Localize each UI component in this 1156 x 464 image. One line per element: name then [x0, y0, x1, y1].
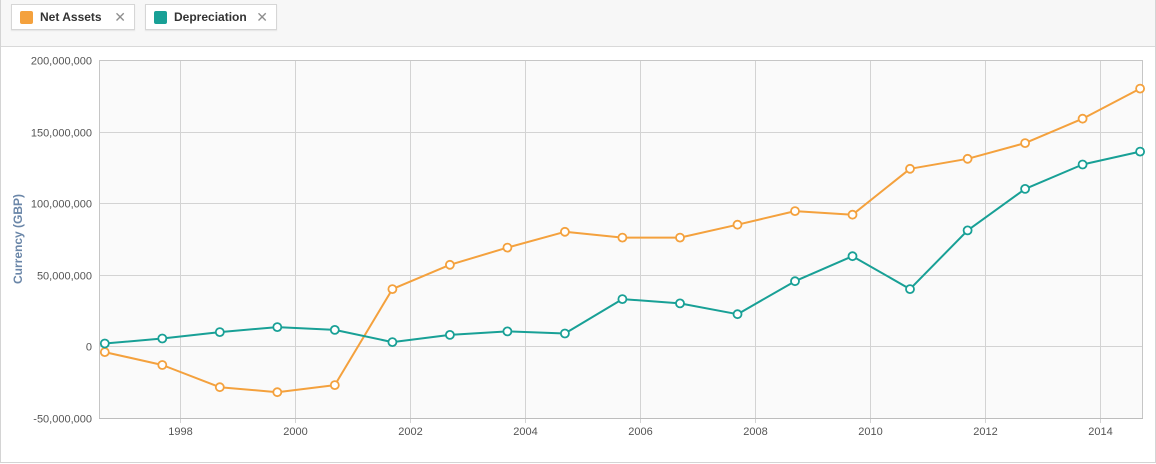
y-tick-label: 0 — [86, 342, 92, 354]
y-tick-label: 50,000,000 — [37, 271, 92, 283]
depreciation-data-point — [214, 327, 225, 338]
x-tick-label: 1998 — [168, 426, 192, 438]
net-assets-data-point — [1077, 113, 1088, 124]
depreciation-data-point — [444, 329, 455, 340]
net-assets-data-point — [962, 153, 973, 164]
depreciation-data-point — [1020, 183, 1030, 194]
net-assets-data-point — [732, 219, 743, 230]
x-tick-label: 2004 — [513, 426, 537, 438]
x-tick-label: 2000 — [283, 426, 307, 438]
x-tick-label: 2008 — [743, 426, 767, 438]
depreciation-data-point — [847, 251, 858, 262]
line-chart: -50,000,000 0 50,000,000 100,000,000 150,000… — [11, 56, 1145, 438]
depreciation-data-point — [1077, 159, 1088, 170]
x-tick-label: 2014 — [1088, 426, 1112, 438]
net-assets-data-point — [617, 232, 628, 243]
legend-chip-net-assets[interactable]: Net Assets ✕ — [11, 4, 135, 30]
close-icon[interactable]: ✕ — [256, 9, 268, 25]
grid — [99, 60, 1143, 423]
net-assets-data-point — [502, 242, 513, 253]
depreciation-data-point — [905, 284, 915, 295]
depreciation-data-point — [157, 333, 168, 344]
x-tick-label: 2002 — [398, 426, 422, 438]
net-assets-data-point — [1020, 138, 1030, 148]
legend-label-net-assets: Net Assets — [40, 10, 102, 24]
net-assets-data-point — [847, 209, 858, 220]
series — [99, 83, 1145, 398]
net-assets-data-point — [387, 284, 398, 295]
net-assets-data-point — [560, 226, 570, 237]
net-assets-data-point — [444, 259, 455, 270]
net-assets-data-point — [675, 232, 685, 243]
depreciation-data-point — [99, 338, 110, 349]
close-icon[interactable]: ✕ — [114, 9, 126, 25]
y-axis-title: Currency (GBP) — [11, 194, 25, 284]
net-assets-color-swatch — [20, 10, 33, 24]
x-tick-label: 2010 — [858, 426, 882, 438]
net-assets-data-point — [99, 347, 110, 358]
net-assets-data-point — [905, 163, 915, 174]
depreciation-data-point — [1135, 146, 1145, 157]
legend-chip-depreciation[interactable]: Depreciation ✕ — [145, 4, 277, 30]
net-assets-data-point — [790, 206, 800, 217]
legend-bar: Net Assets ✕ Depreciation ✕ — [1, 0, 1155, 47]
net-assets-data-point — [272, 387, 283, 398]
y-tick-label: 200,000,000 — [31, 56, 92, 68]
x-tick-label: 2012 — [973, 426, 997, 438]
depreciation-data-point — [387, 337, 398, 348]
y-tick-label: -50,000,000 — [33, 414, 92, 426]
depreciation-data-point — [560, 328, 570, 339]
y-tick-label: 150,000,000 — [31, 128, 92, 140]
depreciation-data-point — [329, 324, 340, 335]
y-tick-label: 100,000,000 — [31, 199, 92, 211]
net-assets-data-point — [1135, 83, 1145, 94]
net-assets-data-point — [157, 360, 168, 370]
depreciation-data-point — [732, 309, 743, 320]
axes: -50,000,000 0 50,000,000 100,000,000 150,000… — [31, 56, 1143, 438]
net-assets-data-point — [214, 382, 225, 393]
depreciation-data-point — [675, 298, 685, 309]
depreciation-data-point — [962, 225, 973, 236]
depreciation-data-point — [272, 322, 283, 333]
depreciation-data-point — [617, 294, 628, 305]
net-assets-data-point — [329, 380, 340, 391]
depreciation-data-point — [502, 326, 513, 337]
depreciation-color-swatch — [154, 10, 167, 24]
x-tick-label: 2006 — [628, 426, 652, 438]
depreciation-data-point — [790, 276, 800, 287]
legend-label-depreciation: Depreciation — [174, 10, 247, 24]
